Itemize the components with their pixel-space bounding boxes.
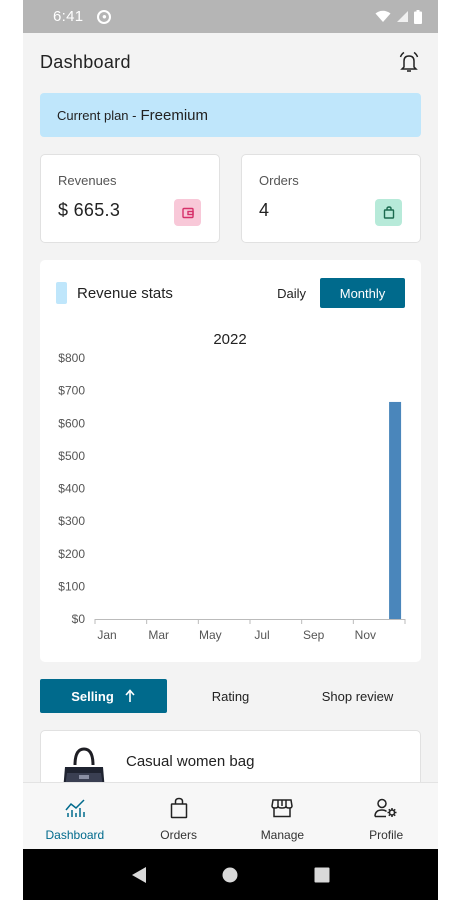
nav-profile[interactable]: Profile — [334, 783, 438, 849]
revenues-value: $ 665.3 — [58, 200, 121, 220]
product-name: Casual women bag — [126, 753, 255, 770]
tab-shop-review[interactable]: Shop review — [321, 688, 394, 704]
revenue-stats-card: Revenue stats Daily Monthly 2022 $0 $100 $2… — [40, 260, 421, 662]
recents-icon[interactable] — [314, 867, 330, 883]
bar-dec — [389, 401, 402, 619]
page-title: Dashboard — [40, 51, 131, 72]
tab-rating[interactable]: Rating — [211, 688, 250, 704]
revenue-bar-chart: 2022 $0 $100 $200 $300 $400 $500 $600 $700 $800 Ja… — [58, 331, 406, 642]
legend-swatch — [56, 282, 67, 304]
plan-prefix: Current plan - — [57, 107, 137, 123]
y-tick-label: $800 — [58, 351, 85, 365]
y-tick-label: $500 — [58, 449, 85, 463]
status-bar: 6:41 ● — [23, 0, 438, 33]
battery-icon — [414, 9, 422, 24]
y-tick-label: $0 — [72, 612, 86, 626]
current-plan-banner: Current plan - Freemium — [40, 93, 421, 137]
y-tick-label: $200 — [58, 547, 85, 561]
store-icon — [271, 799, 294, 818]
arrow-up-icon — [125, 689, 135, 702]
nav-orders-label: Orders — [160, 828, 197, 842]
x-tick-label: Mar — [148, 628, 169, 642]
revenue-stats-title: Revenue stats — [77, 284, 173, 302]
x-tick-label: Jul — [254, 628, 269, 642]
nav-dashboard[interactable]: Dashboard — [23, 783, 127, 849]
monthly-toggle[interactable]: Monthly — [320, 278, 405, 308]
x-tick-label: Nov — [355, 628, 376, 642]
plan-name: Freemium — [140, 106, 208, 124]
app-header: Dashboard — [23, 33, 438, 91]
x-tick-label: Jan — [97, 628, 116, 642]
orders-badge — [375, 199, 402, 226]
chart-icon — [65, 799, 85, 817]
x-tick-label: May — [199, 628, 222, 642]
orders-label: Orders — [259, 173, 299, 188]
y-tick-label: $700 — [58, 384, 85, 398]
status-icons — [375, 9, 422, 24]
y-tick-label: $600 — [58, 416, 85, 430]
x-tick-label: Sep — [303, 628, 325, 642]
wifi-icon — [375, 10, 391, 22]
nav-manage[interactable]: Manage — [231, 783, 335, 849]
tab-selling[interactable]: Selling — [40, 679, 167, 713]
app-screen: 6:41 ● Dashboard Current plan - Freemium… — [23, 0, 438, 900]
y-tick-label: $300 — [58, 514, 85, 528]
back-icon[interactable] — [131, 866, 147, 884]
signal-icon — [397, 11, 408, 22]
bag-icon — [383, 206, 394, 219]
bottom-navigation: Dashboard Orders Manage — [23, 782, 438, 849]
revenues-label: Revenues — [58, 173, 117, 188]
revenues-badge — [174, 199, 201, 226]
nav-dashboard-label: Dashboard — [45, 828, 105, 842]
system-navigation-bar — [23, 849, 438, 900]
screen-record-icon: ● — [97, 9, 112, 24]
revenues-card[interactable]: Revenues $ 665.3 — [40, 154, 220, 243]
user-settings-icon — [374, 798, 397, 818]
chart-title: 2022 — [213, 331, 246, 348]
bag-icon — [170, 797, 187, 819]
y-tick-label: $100 — [58, 579, 85, 593]
y-tick-label: $400 — [58, 482, 85, 496]
product-tabs: Selling Rating Shop review — [40, 679, 421, 713]
orders-card[interactable]: Orders 4 — [241, 154, 421, 243]
orders-value: 4 — [259, 200, 270, 220]
nav-profile-label: Profile — [369, 828, 404, 842]
wallet-icon — [181, 207, 194, 218]
revenue-stats-header: Revenue stats Daily Monthly — [56, 278, 405, 308]
status-time: 6:41 — [53, 8, 84, 25]
nav-orders[interactable]: Orders — [127, 783, 231, 849]
bell-alert-icon[interactable] — [397, 50, 421, 74]
nav-manage-label: Manage — [260, 828, 305, 842]
daily-toggle[interactable]: Daily — [277, 285, 306, 301]
home-icon[interactable] — [222, 867, 238, 883]
tab-selling-label: Selling — [71, 688, 114, 704]
